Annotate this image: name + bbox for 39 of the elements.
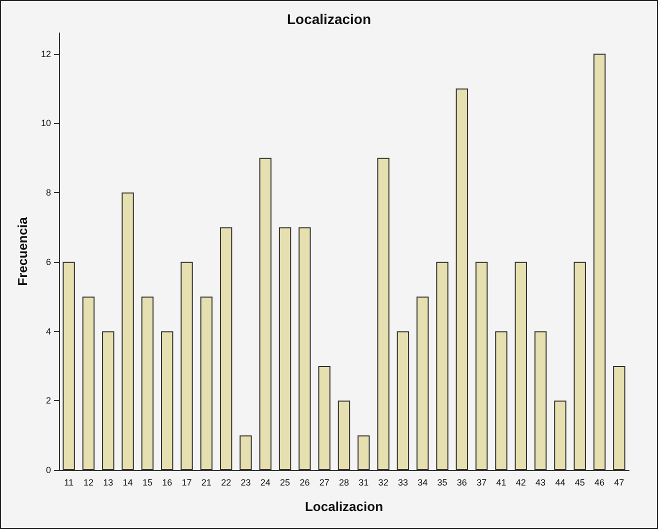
x-tick-label: 26 — [300, 478, 310, 488]
x-tick-label: 25 — [280, 478, 290, 488]
x-tick-label: 11 — [64, 478, 74, 488]
x-tick-label: 33 — [398, 478, 408, 488]
x-tick-label: 31 — [358, 478, 369, 488]
y-axis-title: Frecuencia — [15, 216, 30, 286]
x-tick-label: 12 — [83, 478, 94, 488]
x-tick-label: 37 — [476, 478, 487, 488]
x-tick-label: 13 — [103, 478, 114, 488]
x-tick-label: 47 — [614, 478, 624, 488]
x-tick-label: 24 — [260, 478, 270, 488]
y-tick-label: 6 — [46, 256, 51, 267]
x-tick-label: 21 — [201, 478, 212, 488]
y-tick-label: 0 — [46, 465, 51, 475]
x-tick-label: 15 — [142, 478, 152, 488]
x-tick-label: 34 — [418, 478, 428, 488]
x-tick-label: 28 — [338, 478, 350, 488]
x-tick-label: 44 — [555, 478, 566, 488]
y-tick-label: 10 — [40, 118, 51, 128]
x-tick-label: 23 — [240, 478, 251, 488]
x-tick-label: 42 — [516, 478, 526, 488]
x-tick-label: 43 — [536, 478, 546, 488]
y-tick-label: 2 — [46, 396, 51, 406]
x-tick-label: 45 — [574, 478, 585, 488]
x-tick-label: 22 — [221, 478, 232, 488]
x-tick-label: 46 — [594, 478, 605, 488]
x-tick-label: 36 — [456, 478, 467, 488]
x-tick-label: 35 — [437, 478, 448, 488]
chart-title: Localizacion — [286, 11, 372, 27]
x-tick-label: 16 — [162, 478, 172, 488]
x-tick-label: 14 — [122, 478, 133, 488]
y-tick-label: 8 — [46, 188, 51, 198]
x-tick-label: 32 — [378, 478, 388, 488]
x-axis-title: Localizacion — [304, 499, 384, 514]
x-tick-label: 27 — [319, 478, 330, 488]
x-tick-label: 41 — [496, 478, 506, 488]
y-tick-label: 12 — [40, 48, 51, 59]
x-tick-label: 17 — [182, 478, 192, 488]
y-tick-label: 4 — [46, 326, 51, 336]
